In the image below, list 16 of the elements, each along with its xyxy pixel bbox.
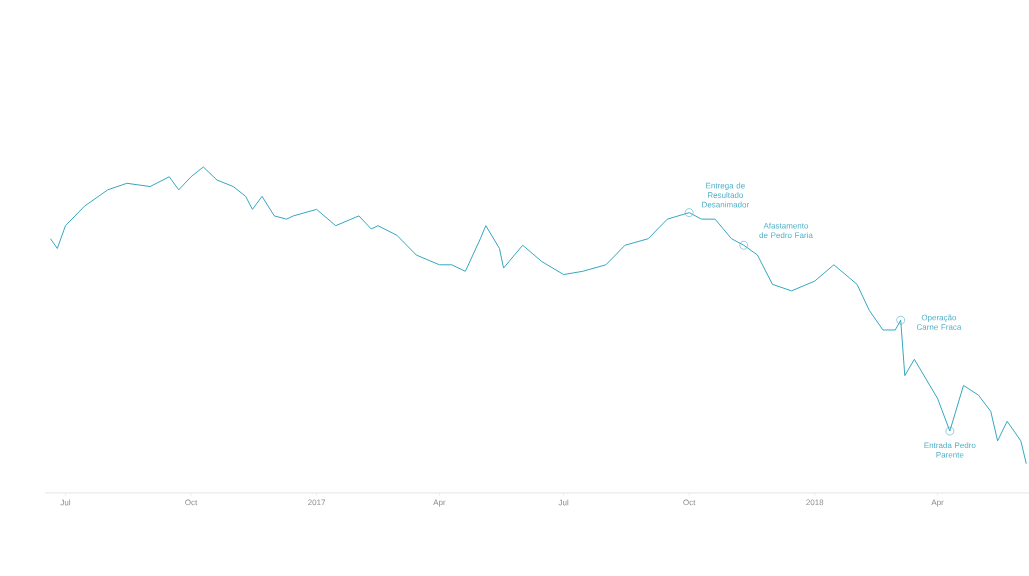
annotation: Afastamento de Pedro Faria [759,222,813,239]
x-tick-label: Oct [185,499,198,506]
x-tick-label: 2017 [308,499,326,506]
point [739,240,749,250]
x-tick-label: Apr [433,499,446,507]
point [896,315,906,325]
x-tick-label: Apr [931,499,944,507]
x-tick-label: Jul [558,499,569,506]
point [945,426,955,436]
x-tick-label: Jul [60,499,71,506]
x-tick-label: 2018 [806,499,824,506]
x-tick-label: Oct [683,499,696,506]
point [684,208,694,217]
annotation: Operação Carne Fraca [916,314,962,330]
annotation: Entrega de Resultado Desanimador [702,182,750,208]
annotation: Entrada Pedro Parente [924,442,976,458]
